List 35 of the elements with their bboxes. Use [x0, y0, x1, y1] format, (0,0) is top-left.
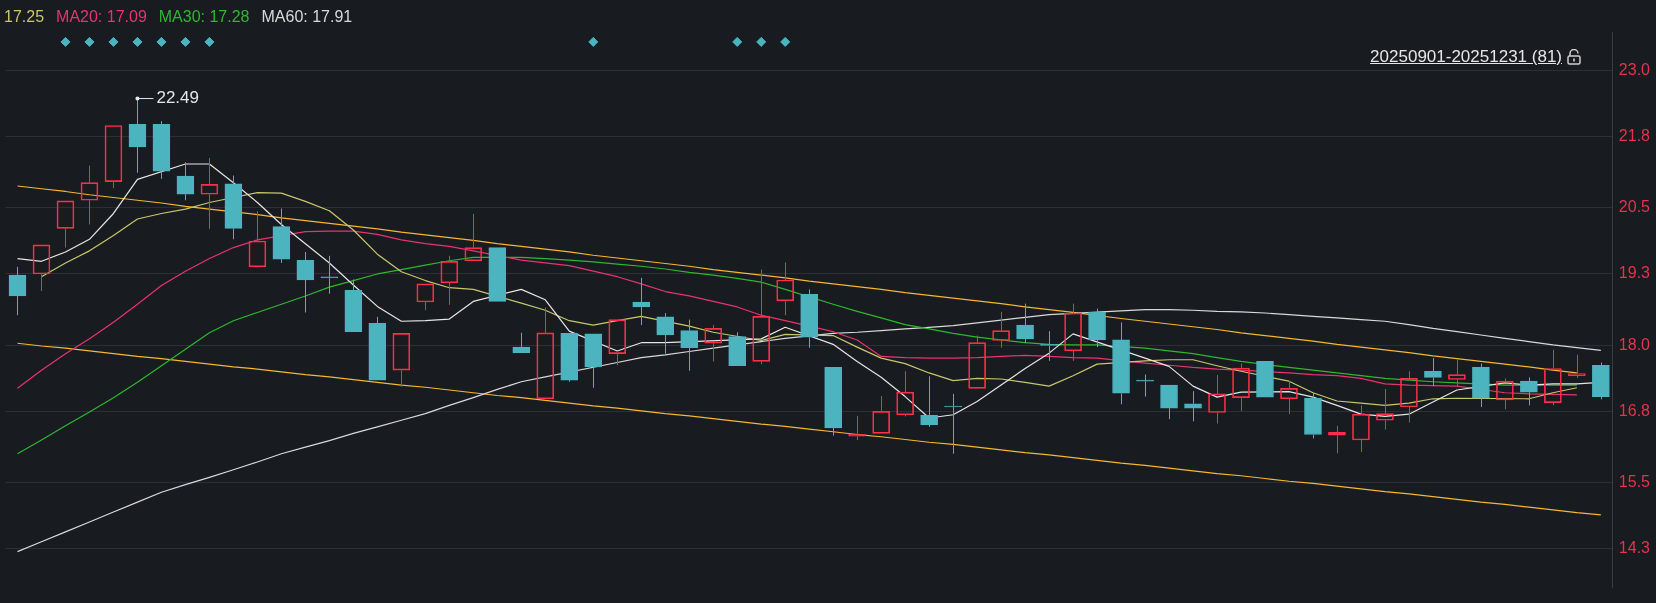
- candlestick: [1088, 308, 1106, 348]
- candlestick: [1472, 363, 1490, 408]
- annotation: 22.49: [156, 88, 199, 108]
- candlestick: [1184, 390, 1202, 422]
- y-tick-label: 14.3: [1618, 539, 1651, 557]
- candlestick: [512, 332, 531, 353]
- annotation: 20250901-20251231 (81): [1370, 47, 1562, 67]
- candlestick: [296, 251, 315, 313]
- y-tick-label: 19.3: [1618, 264, 1651, 282]
- candlestick: [920, 375, 938, 428]
- candlestick: [344, 278, 363, 333]
- candlestick: [1136, 374, 1154, 398]
- y-tick-label: 23.0: [1618, 60, 1651, 78]
- candlestick: [224, 175, 243, 240]
- y-tick-label: 18.0: [1618, 335, 1651, 353]
- text: MA20: 17.09: [56, 8, 147, 26]
- y-tick-label: 16.8: [1618, 401, 1651, 419]
- candlestick: [272, 208, 291, 264]
- candlestick: [1424, 357, 1442, 387]
- candlestick: [152, 120, 171, 180]
- y-tick-label: 21.8: [1618, 126, 1651, 144]
- candlestick: [560, 333, 579, 383]
- text: MA30: 17.28: [158, 8, 250, 26]
- text: 17.25: [4, 8, 45, 26]
- candlestick: [824, 367, 842, 437]
- candlestick: [320, 255, 339, 295]
- candlestick: [1112, 321, 1130, 405]
- candlestick: [800, 288, 819, 349]
- candlestick: [944, 393, 962, 455]
- candlestick: [8, 266, 27, 316]
- candlestick: [1160, 384, 1178, 420]
- text: MA60: 17.91: [261, 8, 353, 26]
- y-tick-label: 15.5: [1618, 473, 1651, 491]
- candlestick: [728, 331, 747, 367]
- y-tick-label: 20.5: [1618, 198, 1651, 216]
